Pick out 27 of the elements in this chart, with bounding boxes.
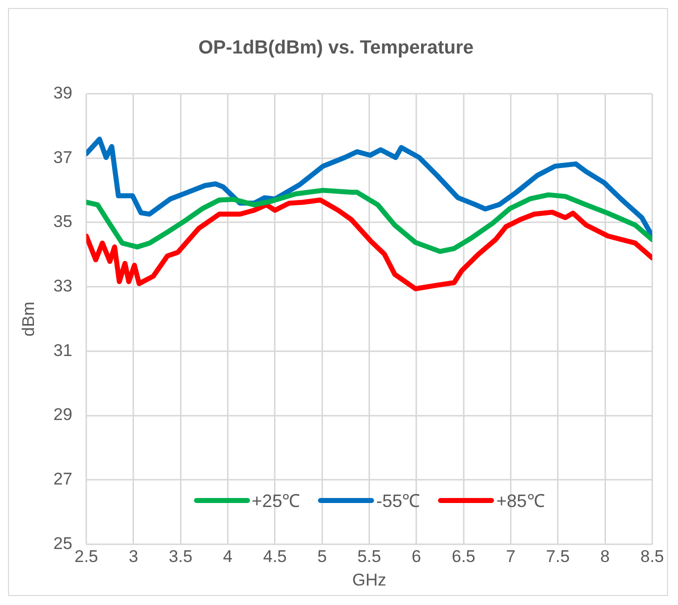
x-tick-label: 7.5	[546, 547, 570, 566]
x-tick-label: 4	[223, 547, 233, 566]
y-tick-label: 33	[53, 276, 72, 296]
x-tick-label: 6.5	[452, 547, 476, 566]
y-tick-label: 29	[53, 405, 72, 424]
x-tick-label: 5.5	[357, 547, 382, 566]
y-tick-label: 37	[53, 148, 72, 167]
x-tick-label: 2.5	[74, 547, 98, 566]
legend-label: +25℃	[252, 490, 300, 512]
legend-label: +85℃	[496, 490, 545, 512]
y-axis-title: dBm	[18, 302, 38, 336]
x-axis-title: GHz	[352, 570, 386, 590]
y-tick-label: 27	[53, 470, 72, 489]
x-tick-label: 6	[412, 547, 422, 566]
chart-title: OP-1dB(dBm) vs. Temperature	[198, 38, 474, 59]
x-tick-label: 8	[600, 547, 610, 566]
x-tick-label: 3	[128, 547, 138, 566]
x-tick-label: 3.5	[168, 547, 192, 566]
x-tick-label: 5	[317, 547, 327, 566]
y-tick-label: 35	[53, 212, 72, 232]
x-tick-label: 8.5	[640, 547, 664, 566]
legend-label: -55℃	[376, 490, 420, 512]
y-tick-label: 25	[53, 534, 72, 553]
y-tick-label: 31	[53, 340, 72, 360]
y-tick-label: 39	[53, 83, 72, 102]
x-tick-label: 7	[506, 547, 516, 566]
x-tick-label: 4.5	[263, 547, 287, 566]
